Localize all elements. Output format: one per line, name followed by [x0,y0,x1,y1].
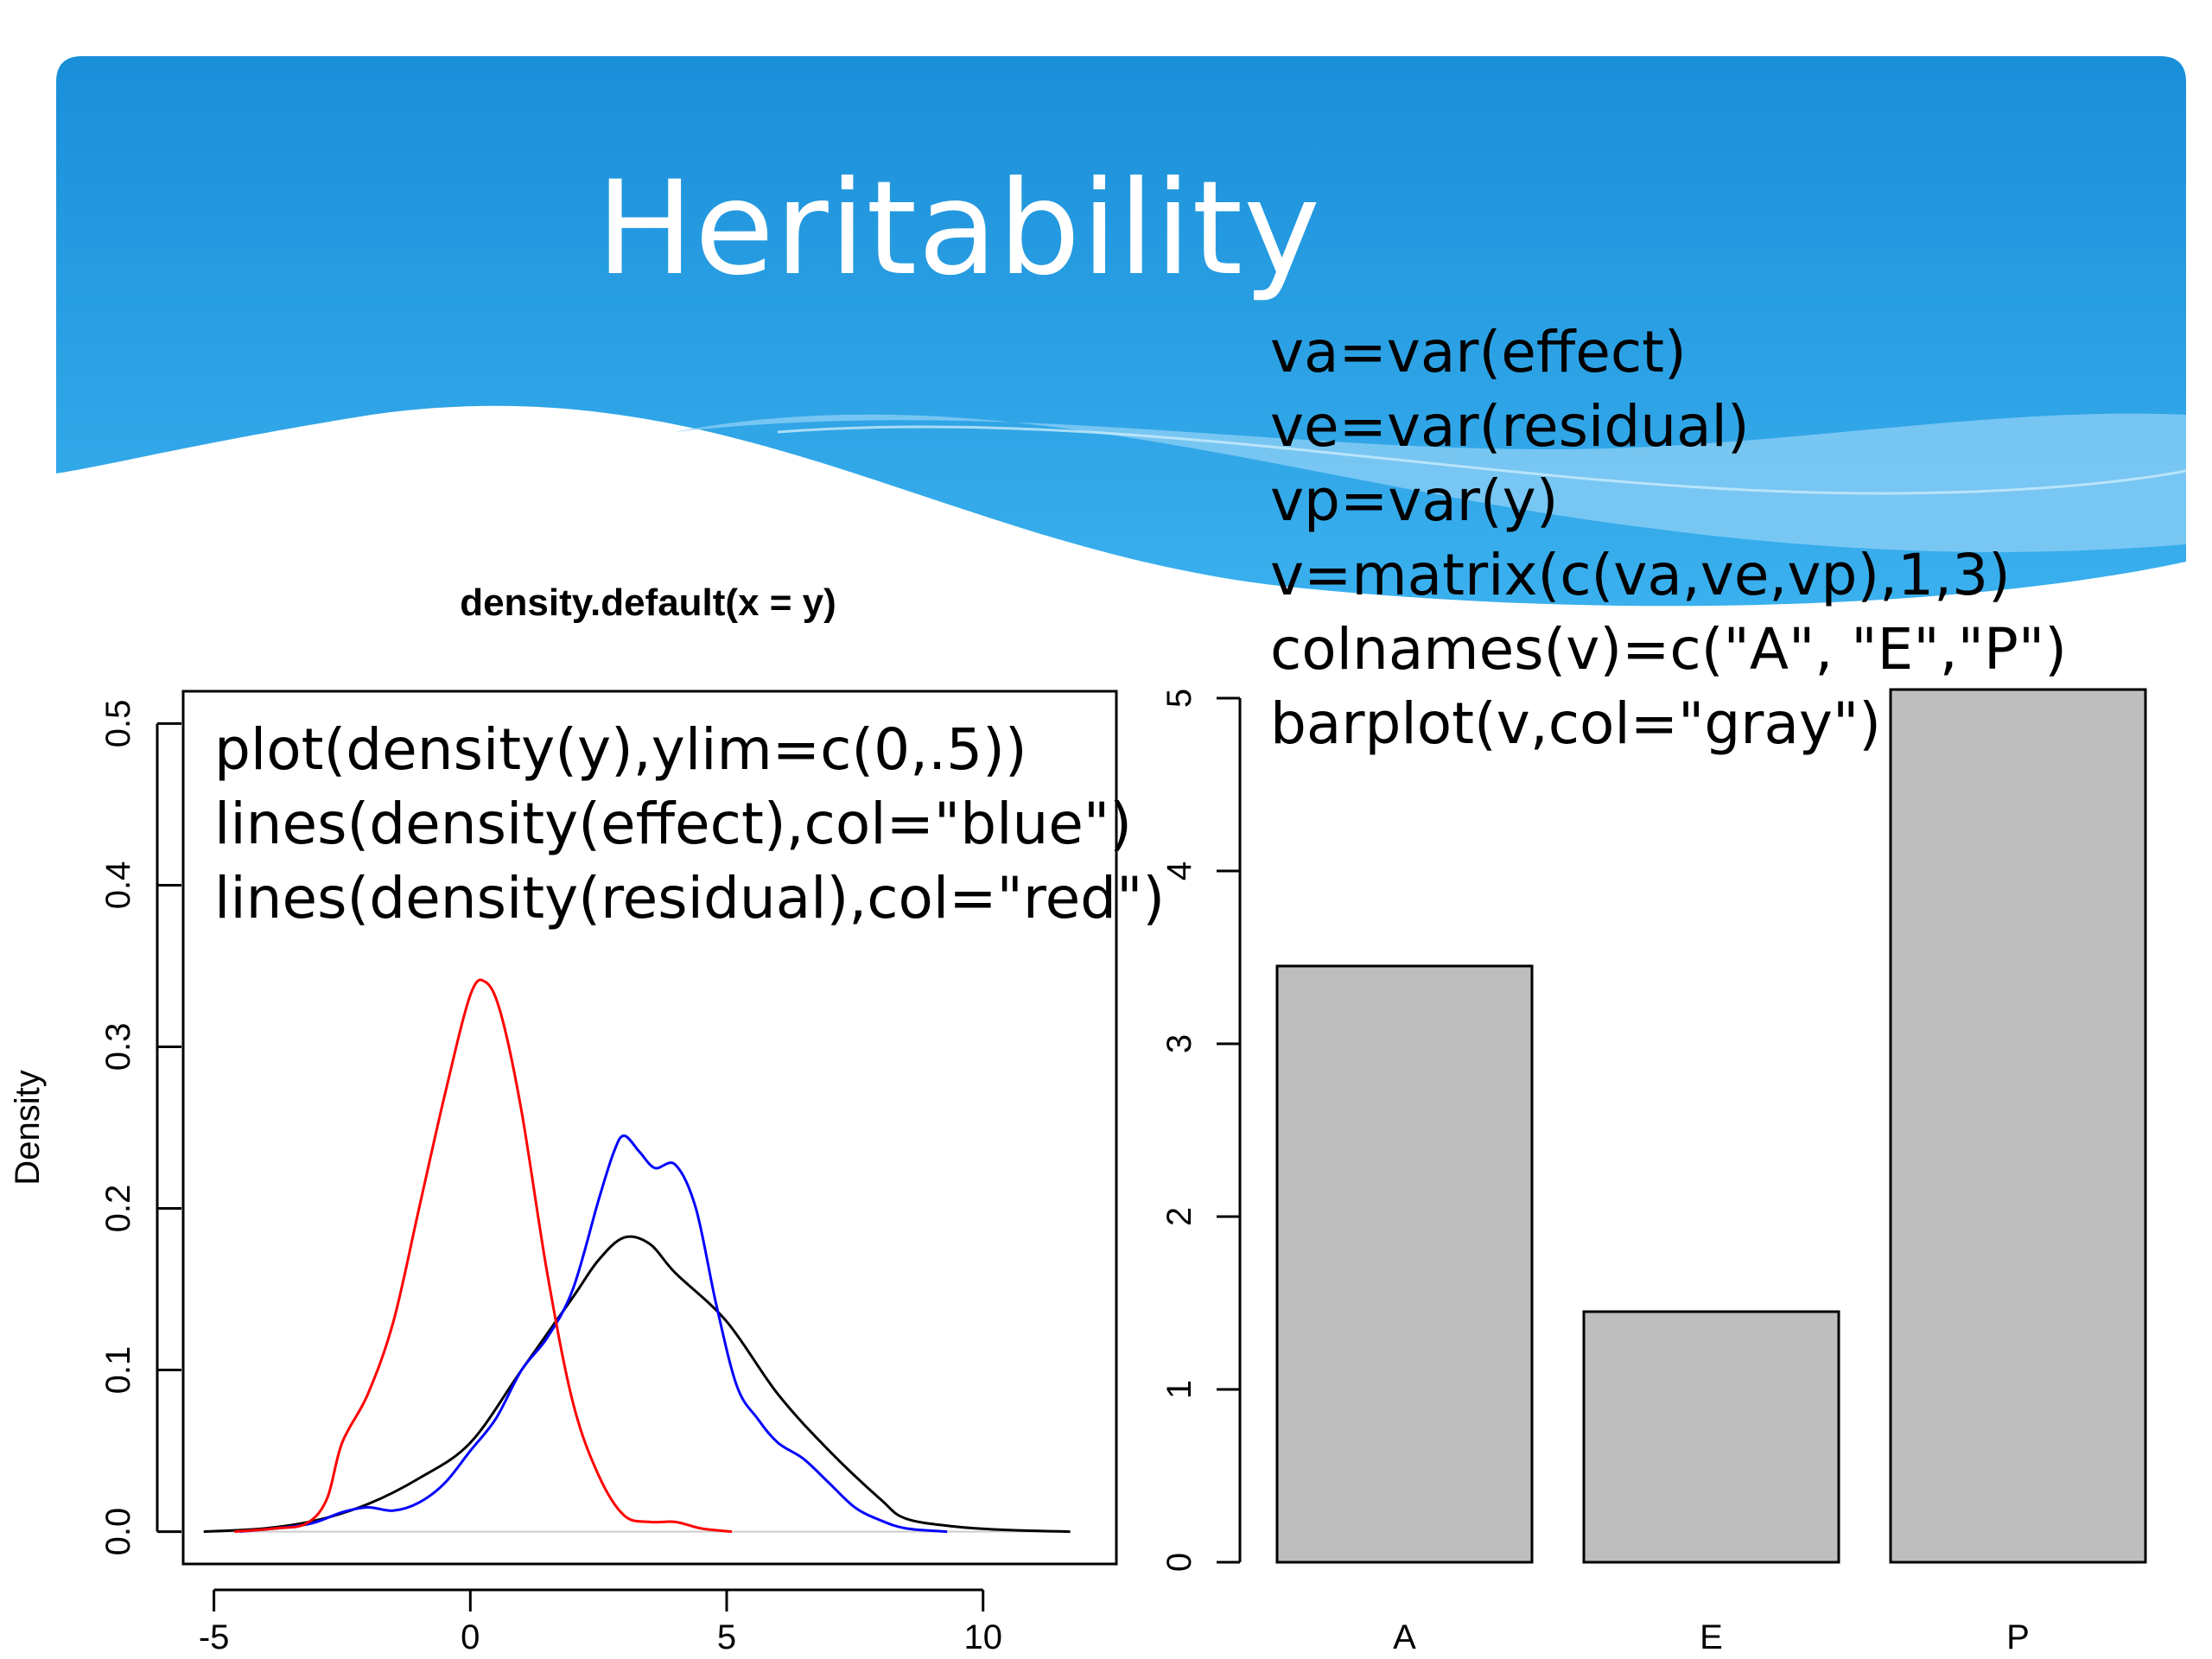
density-plot: density.default(x = y) Density -5 0 5 10 0.0… [9,582,1118,1656]
density-x-tick-label: 10 [963,1618,1002,1656]
density-y-tick-label: 0.3 [99,1023,137,1071]
density-code-line: lines(density(residual),col="red") [214,865,1166,931]
density-curve-black [203,1235,1071,1534]
density-chart-title: density.default(x = y) [460,582,836,624]
density-y-tick-label: 0.4 [99,861,137,910]
density-y-axis-label: Density [9,1070,47,1185]
barplot-code-line: v=matrix(c(va,ve,vp),1,3) [1270,542,2011,608]
bar-y-tick-label: 1 [1160,1380,1198,1399]
barplot-code-line: colnames(v)=c("A", "E","P") [1270,616,2067,683]
density-x-tick-label: 0 [461,1618,480,1656]
bar-y-tick-label: 2 [1160,1207,1198,1226]
bar-a [1275,964,1534,1564]
bar-y-tick-label: 0 [1160,1553,1198,1572]
barplot-code-line: vp=var(y) [1270,467,1559,534]
density-code-line: lines(density(effect),col="blue") [214,791,1132,857]
bar-plot: 0 1 2 3 4 5 A E P [1160,688,2147,1656]
bar-y-tick-label: 4 [1160,861,1198,880]
density-curve-blue [239,1134,948,1534]
banner-wave-light [674,413,2186,552]
banner-wave-highlight [777,425,2187,495]
bar-category-label: P [2006,1618,2030,1656]
title-banner [56,56,2187,607]
barplot-code-line: barplot(v,col="gray") [1270,690,1882,757]
barplot-code-line: va=var(effect) [1270,319,1687,385]
bar-category-label: E [1700,1618,1723,1656]
bar-e [1582,1310,1840,1564]
density-y-tick-label: 0.0 [99,1508,137,1556]
density-plot-frame [181,690,1118,1566]
bar-p [1889,688,2147,1564]
density-y-tick-label: 0.5 [99,700,137,748]
density-x-tick-label: -5 [199,1618,230,1656]
slide-title: Heritability [596,154,1321,304]
density-y-tick-label: 0.1 [99,1346,137,1395]
code-block-density: plot(density(y),ylim=c(0,.5)) lines(densi… [214,713,1165,936]
barplot-code-line: ve=var(residual) [1270,393,1750,460]
density-x-tick-label: 5 [717,1618,736,1656]
bar-y-tick-label: 5 [1160,689,1198,708]
bar-category-label: A [1393,1618,1416,1656]
density-curve-red [234,978,733,1534]
code-block-barplot: va=var(effect) ve=var(residual) vp=var(y) v… [1270,315,2067,761]
density-y-tick-label: 0.2 [99,1185,137,1233]
density-code-line: plot(density(y),ylim=c(0,.5)) [214,716,1027,783]
bar-y-tick-label: 3 [1160,1034,1198,1053]
